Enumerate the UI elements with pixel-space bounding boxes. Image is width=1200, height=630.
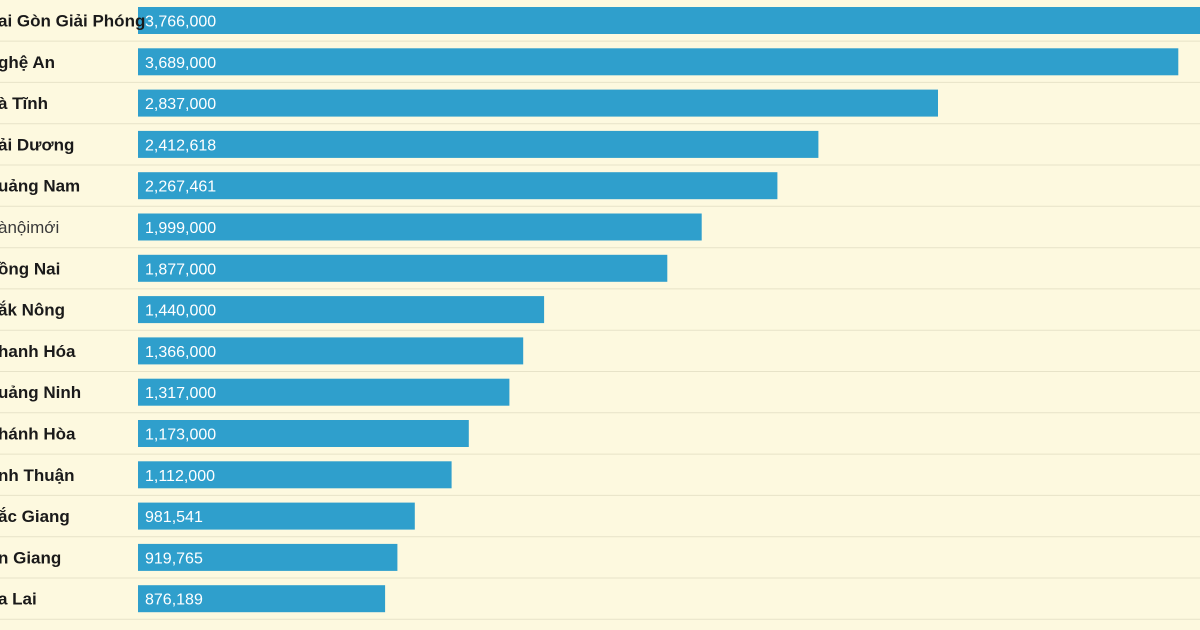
value-label: 1,317,000 xyxy=(145,385,216,402)
category-label: ải Dương xyxy=(0,135,74,154)
value-label: 2,837,000 xyxy=(145,96,216,113)
category-label: uảng Nam xyxy=(0,177,80,196)
value-label: 876,189 xyxy=(145,592,203,609)
value-label: 2,412,618 xyxy=(145,137,216,154)
bar-9 xyxy=(138,378,510,406)
bar-2 xyxy=(138,89,938,117)
category-label: hanh Hóa xyxy=(0,342,76,361)
bar-14 xyxy=(138,585,386,613)
category-label: à Tĩnh xyxy=(0,94,48,113)
category-label: uảng Ninh xyxy=(0,383,81,402)
category-label: ghệ An xyxy=(0,53,55,72)
bar-1 xyxy=(138,48,1179,76)
row-dividers xyxy=(0,40,1200,620)
bar-10 xyxy=(138,420,469,447)
bar-5 xyxy=(138,213,702,241)
category-label: hánh Hòa xyxy=(0,425,76,444)
category-label: ồng Nai xyxy=(0,259,60,278)
value-label: 1,877,000 xyxy=(145,261,216,278)
category-label: ai Gòn Giải Phóng xyxy=(0,12,145,31)
value-label: 1,173,000 xyxy=(145,427,216,444)
category-label: nh Thuận xyxy=(0,466,74,485)
bar-7 xyxy=(138,296,545,324)
value-labels: 3,766,000 3,689,000 2,837,000 2,412,618 2,26… xyxy=(145,14,216,609)
value-label: 3,689,000 xyxy=(145,55,216,72)
value-label: 1,999,000 xyxy=(145,220,216,237)
value-label: 1,440,000 xyxy=(145,303,216,320)
bar-4 xyxy=(138,172,778,200)
value-label: 3,766,000 xyxy=(145,14,216,31)
category-labels: ai Gòn Giải Phóng ghệ An à Tĩnh ải Dương uản… xyxy=(0,12,145,609)
value-label: 919,765 xyxy=(145,550,203,567)
category-label: ắc Giang xyxy=(0,507,70,526)
bar-13 xyxy=(138,543,398,571)
bar-0 xyxy=(138,7,1200,34)
bar-11 xyxy=(138,461,452,489)
bar-3 xyxy=(138,130,819,158)
value-label: 2,267,461 xyxy=(145,179,216,196)
value-label: 1,366,000 xyxy=(145,344,216,361)
value-label: 981,541 xyxy=(145,509,203,526)
bar-8 xyxy=(138,337,524,365)
value-label: 1,112,000 xyxy=(145,468,215,485)
category-label: ànộimới xyxy=(0,218,59,237)
bar-6 xyxy=(138,254,668,282)
category-label: ắk Nông xyxy=(0,301,65,320)
bars xyxy=(138,7,1200,613)
category-label: a Lai xyxy=(0,590,37,609)
bar-12 xyxy=(138,502,415,530)
category-label: n Giang xyxy=(0,548,61,567)
